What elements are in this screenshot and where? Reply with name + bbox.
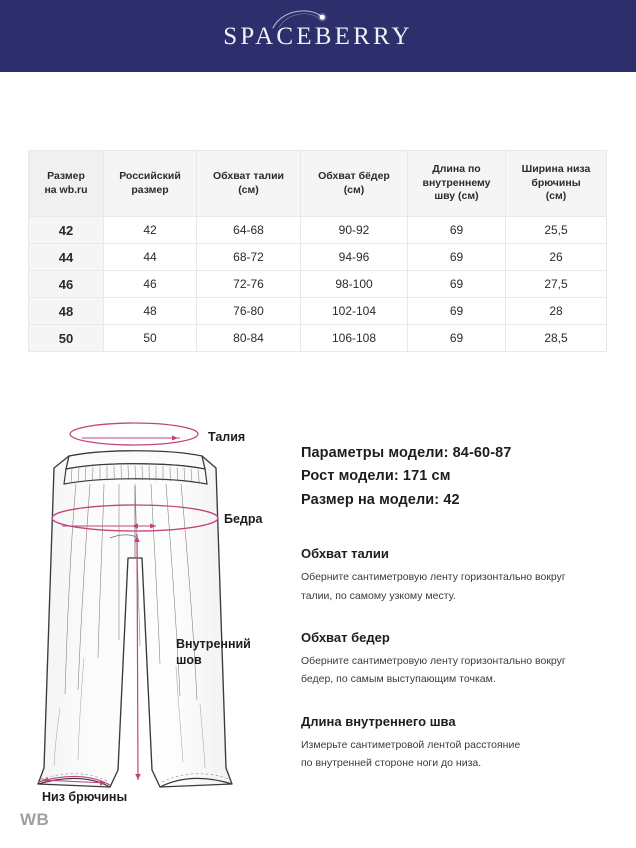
cell-waist: 68-72: [196, 243, 301, 271]
measure-text-line: талии, по самому узкому месту.: [301, 589, 456, 602]
cell-waist: 76-80: [196, 297, 301, 325]
diagram-label-hips: Бедра: [224, 512, 263, 526]
header-line: Длина по: [432, 162, 481, 175]
measure-overlay-waist: [69, 422, 199, 446]
model-height: Рост модели: 171 см: [301, 468, 451, 485]
inseam-label-line1: Внутренний: [176, 637, 251, 651]
header-line: размер: [131, 183, 169, 196]
measure-title-hips: Обхват бедер: [301, 629, 390, 645]
cell-russian-size: 46: [103, 270, 197, 298]
measure-body-hips: Оберните сантиметровую ленту горизонталь…: [301, 652, 611, 688]
measure-text-line: Измерьте сантиметровой лентой расстояние: [301, 738, 521, 751]
table-header-row: Размер на wb.ru Российский размер Обхват…: [28, 150, 607, 217]
cell-leg-opening: 28,5: [505, 324, 607, 352]
pants-body: [37, 450, 233, 788]
measure-block-inseam: Длина внутреннего шва Измерьте сантиметр…: [301, 714, 611, 772]
measurement-guide-section: Талия Бедра Внутренний шов Низ брючины П…: [0, 408, 636, 848]
measure-text-line: по внутренней стороне ноги до низа.: [301, 756, 482, 769]
cell-wb-size: 50: [28, 324, 104, 352]
header-line: Обхват бёдер: [318, 169, 390, 182]
table-row: 44 44 68-72 94-96 69 26: [28, 243, 607, 271]
cell-waist: 72-76: [196, 270, 301, 298]
brand-wordmark: SPACEBERRY: [223, 22, 413, 50]
cell-russian-size: 50: [103, 324, 197, 352]
header-line: на wb.ru: [44, 183, 88, 196]
table-row: 42 42 64-68 90-92 69 25,5: [28, 216, 607, 244]
header-line: Обхват талии: [212, 169, 284, 182]
measure-title-inseam: Длина внутреннего шва: [301, 713, 456, 729]
header-line: внутреннему: [422, 176, 491, 189]
cell-waist: 64-68: [196, 216, 301, 244]
cell-hips: 94-96: [300, 243, 408, 271]
pants-illustration-svg: [37, 422, 233, 788]
header-line: Российский: [119, 169, 181, 182]
inseam-label-line2: шов: [176, 652, 202, 667]
header-line: шву (см): [434, 190, 479, 203]
cell-hips: 90-92: [300, 216, 408, 244]
cell-leg-opening: 28: [505, 297, 607, 325]
cell-wb-size: 42: [28, 216, 104, 244]
cell-inseam: 69: [407, 297, 506, 325]
measure-block-hips: Обхват бедер Оберните сантиметровую лент…: [301, 630, 611, 688]
diagram-label-inseam: Внутренний шов: [176, 637, 272, 668]
cell-russian-size: 44: [103, 243, 197, 271]
cell-russian-size: 48: [103, 297, 197, 325]
column-header-hips: Обхват бёдер (см): [300, 150, 408, 217]
cell-hips: 102-104: [300, 297, 408, 325]
cell-leg-opening: 27,5: [505, 270, 607, 298]
column-header-waist: Обхват талии (см): [196, 150, 301, 217]
measure-body-inseam: Измерьте сантиметровой лентой расстояние…: [301, 736, 611, 772]
pants-diagram: Талия Бедра Внутренний шов Низ брючины: [24, 408, 296, 828]
header-line: (см): [545, 190, 567, 203]
measure-text-line: Оберните сантиметровую ленту горизонталь…: [301, 654, 566, 667]
cell-wb-size: 44: [28, 243, 104, 271]
cell-russian-size: 42: [103, 216, 197, 244]
diagram-label-waist: Талия: [208, 430, 246, 444]
cell-hips: 106-108: [300, 324, 408, 352]
cell-leg-opening: 25,5: [505, 216, 607, 244]
table-row: 46 46 72-76 98-100 69 27,5: [28, 270, 607, 298]
measure-title-waist: Обхват талии: [301, 546, 389, 562]
cell-leg-opening: 26: [505, 243, 607, 271]
header-line: брючины: [531, 176, 581, 189]
table-row: 48 48 76-80 102-104 69 28: [28, 297, 607, 325]
column-header-wb-size: Размер на wb.ru: [28, 150, 104, 217]
diagram-label-hem: Низ брючины: [42, 790, 128, 804]
measure-overlay-hem: [37, 775, 111, 786]
measure-text-line: бедер, по самым выступающим точкам.: [301, 672, 496, 685]
header-line: (см): [343, 183, 365, 196]
cell-inseam: 69: [407, 270, 506, 298]
cell-wb-size: 48: [28, 297, 104, 325]
model-size: Размер на модели: 42: [301, 491, 460, 508]
measure-overlay-inseam: [109, 533, 141, 781]
cell-inseam: 69: [407, 243, 506, 271]
info-column: Параметры модели: 84-60-87 Рост модели: …: [301, 442, 611, 772]
cell-wb-size: 46: [28, 270, 104, 298]
brand-header: SPACEBERRY: [0, 0, 636, 72]
size-table-container: Размер на wb.ru Российский размер Обхват…: [28, 150, 607, 352]
column-header-russian-size: Российский размер: [103, 150, 197, 217]
header-line: Ширина низа: [521, 162, 591, 175]
column-header-leg-opening: Ширина низа брючины (см): [505, 150, 607, 217]
size-table-body: 42 42 64-68 90-92 69 25,5 44 44 68-72 94…: [28, 216, 607, 352]
size-table: Размер на wb.ru Российский размер Обхват…: [28, 150, 607, 352]
table-row: 50 50 80-84 106-108 69 28,5: [28, 324, 607, 352]
model-parameters: Параметры модели: 84-60-87: [301, 445, 512, 461]
cell-inseam: 69: [407, 324, 506, 352]
measure-text-line: Оберните сантиметровую ленту горизонталь…: [301, 571, 566, 584]
header-line: (см): [238, 183, 259, 196]
size-table-head: Размер на wb.ru Российский размер Обхват…: [28, 150, 607, 217]
header-line: Размер: [47, 169, 85, 182]
brand-logo: SPACEBERRY: [223, 9, 413, 50]
cell-hips: 98-100: [300, 270, 408, 298]
measure-overlay-hips: [51, 504, 219, 532]
cell-inseam: 69: [407, 216, 506, 244]
wb-watermark: WB: [20, 810, 50, 829]
measure-body-waist: Оберните сантиметровую ленту горизонталь…: [301, 568, 611, 604]
column-header-inseam: Длина по внутреннему шву (см): [407, 150, 506, 217]
measure-block-waist: Обхват талии Оберните сантиметровую лент…: [301, 546, 611, 604]
cell-waist: 80-84: [196, 324, 301, 352]
